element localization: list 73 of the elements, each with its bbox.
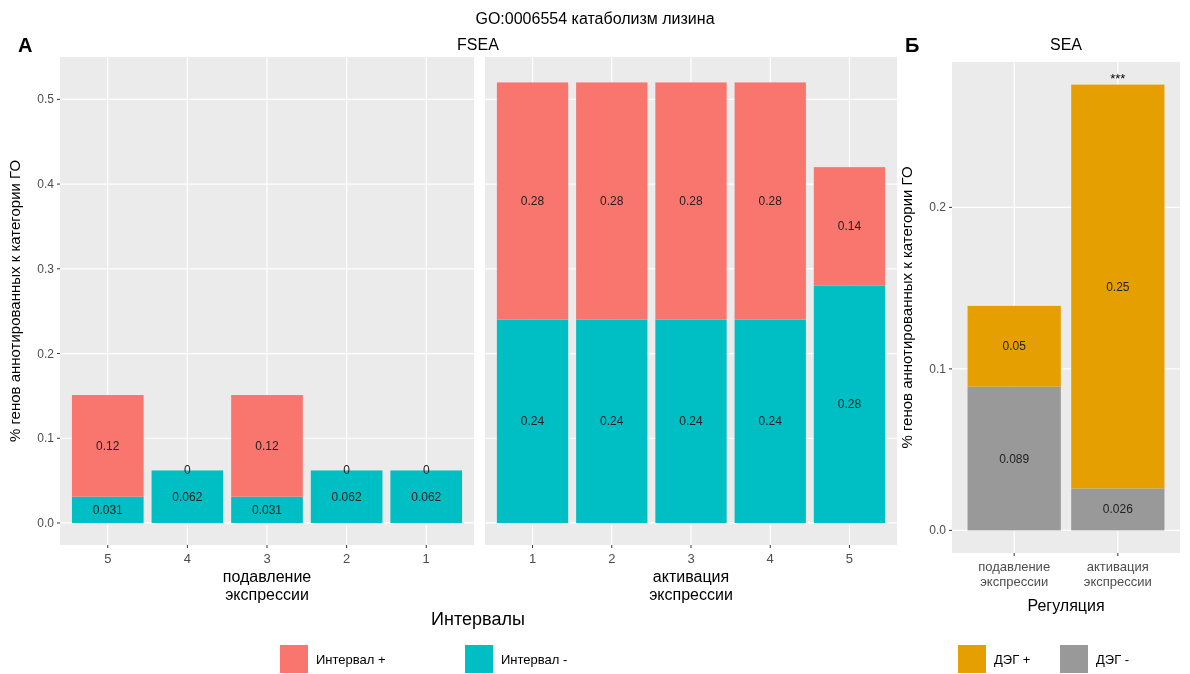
bar (967, 305, 1061, 387)
y-tick-label: 0.1 (929, 361, 947, 376)
data-label: 0.12 (96, 438, 120, 453)
data-label: 0.062 (172, 489, 203, 504)
y-axis-title: % генов аннотированных к категории ГО (898, 166, 915, 449)
x-tick-label: подавление экспрессии (978, 559, 1051, 589)
x-tick-label: 2 (343, 551, 351, 566)
y-tick-label: 0.0 (929, 523, 947, 538)
bar (655, 319, 727, 523)
data-label: 0.24 (679, 414, 703, 429)
bar (496, 319, 569, 523)
data-label: 0.12 (255, 438, 279, 453)
bar (813, 167, 886, 286)
legend-label: Интервал - (501, 652, 568, 667)
x-tick-label: 2 (608, 551, 616, 566)
x-tick-label: 4 (183, 551, 191, 566)
bar (231, 395, 303, 497)
bar (1071, 488, 1165, 531)
x-tick-label: 5 (845, 551, 854, 566)
legend-label: ДЭГ + (994, 652, 1031, 667)
bar (231, 496, 303, 523)
legend-label: Интервал + (316, 652, 386, 667)
data-label: 0.089 (999, 451, 1030, 466)
y-axis-title: % генов аннотированных к категории ГО (6, 159, 23, 443)
chart-subtitle: FSEA (457, 36, 500, 53)
x-tick-label: 3 (263, 551, 271, 566)
text: Интервалы (431, 609, 525, 629)
text: А (18, 34, 33, 56)
data-label: 0.28 (520, 194, 545, 209)
y-tick-label: 0.1 (37, 431, 55, 446)
y-tick-label: 0.4 (37, 177, 55, 192)
text: Б (905, 34, 920, 56)
x-tick-label: 4 (766, 551, 774, 566)
y-tick-label: 0.5 (37, 92, 55, 107)
data-label: 0.24 (520, 414, 545, 429)
data-label: 0.062 (331, 489, 362, 504)
data-label: 0.14 (837, 219, 862, 234)
legend-label: ДЭГ - (1096, 652, 1130, 667)
x-tick-label: активация экспрессии (1083, 559, 1152, 589)
data-label: 0.24 (758, 414, 783, 429)
data-label: 0.062 (411, 489, 442, 504)
chart-title: GO:0006554 катаболизм лизина (475, 10, 715, 27)
bar (655, 82, 727, 320)
y-tick-label: 0.3 (37, 261, 55, 276)
data-label: 0.026 (1102, 502, 1134, 517)
bar (967, 386, 1061, 531)
x-axis-title: Регуляция (1027, 597, 1105, 614)
x-tick-label: 1 (422, 551, 430, 566)
annotation: *** (1110, 70, 1126, 86)
bar (71, 395, 144, 497)
bar (734, 82, 806, 320)
data-label: 0.24 (600, 414, 624, 429)
data-label: 0.05 (1002, 339, 1027, 354)
data-label: 0.25 (1106, 279, 1130, 294)
data-label: 0.28 (600, 194, 624, 209)
data-label: 0.031 (92, 502, 124, 517)
bar (576, 319, 648, 523)
y-tick-label: 0.2 (37, 346, 55, 361)
data-label: 0.28 (679, 194, 703, 209)
chart-title: SEA (1049, 36, 1083, 53)
x-tick-label: 1 (528, 551, 537, 566)
data-label: 0.031 (251, 502, 283, 517)
y-tick-label: 0.2 (929, 200, 947, 215)
data-label: 0.28 (758, 194, 783, 209)
x-tick-label: 3 (687, 551, 695, 566)
bar (734, 319, 806, 523)
data-label: 0.28 (837, 397, 862, 412)
bar (496, 82, 569, 320)
y-tick-label: 0.0 (37, 515, 55, 530)
bar (576, 82, 648, 320)
x-tick-label: 5 (104, 551, 112, 566)
bar (71, 496, 144, 523)
bar (813, 285, 886, 523)
